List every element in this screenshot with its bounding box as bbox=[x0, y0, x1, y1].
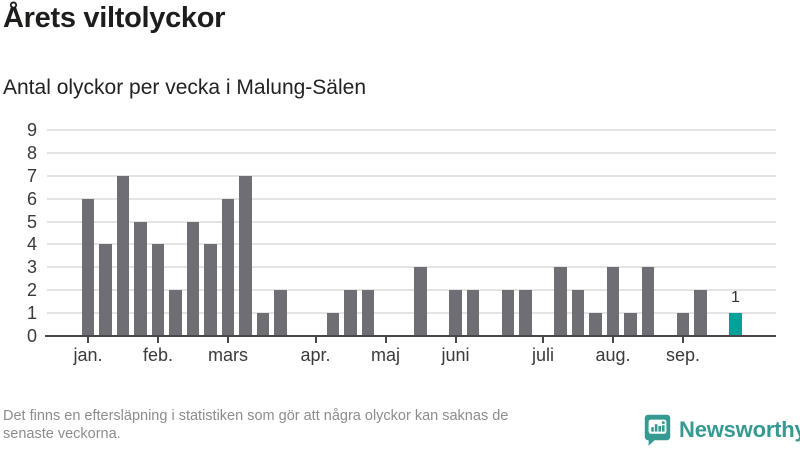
gridline bbox=[47, 243, 776, 246]
bar bbox=[414, 267, 427, 336]
bar bbox=[606, 267, 620, 336]
x-axis-label: maj bbox=[370, 345, 400, 365]
bar bbox=[361, 290, 375, 336]
bar bbox=[501, 290, 515, 336]
x-axis-label: mars bbox=[208, 345, 248, 365]
x-axis-label: aug. bbox=[595, 345, 631, 365]
x-axis-tick bbox=[612, 336, 614, 343]
bar bbox=[344, 290, 357, 336]
y-axis-label: 2 bbox=[26, 280, 37, 301]
bar bbox=[589, 313, 602, 336]
bar bbox=[694, 290, 707, 336]
gridline bbox=[47, 197, 776, 200]
bar bbox=[571, 290, 585, 336]
gridline bbox=[47, 129, 776, 131]
bar bbox=[256, 313, 270, 336]
y-axis-label: 3 bbox=[26, 257, 37, 278]
x-axis-label: juli bbox=[531, 345, 554, 365]
gridline bbox=[47, 174, 776, 177]
x-axis-tick bbox=[314, 336, 317, 343]
bar bbox=[221, 198, 235, 336]
bar bbox=[641, 267, 655, 336]
bar bbox=[326, 313, 340, 336]
bar bbox=[134, 221, 147, 336]
y-axis-label: 6 bbox=[26, 188, 37, 209]
gridline bbox=[47, 220, 776, 223]
x-axis-label: sep. bbox=[665, 345, 701, 365]
newsworthy-brand-name: Newsworthy bbox=[679, 417, 800, 442]
footnote-line: senaste veckorna. bbox=[3, 425, 121, 442]
x-axis-tick bbox=[227, 336, 229, 343]
bar bbox=[116, 175, 130, 336]
y-axis-label: 7 bbox=[26, 165, 37, 186]
x-axis-label: jan. bbox=[73, 345, 103, 365]
bar bbox=[274, 290, 287, 336]
y-axis-label: 8 bbox=[26, 142, 37, 163]
page-title: Årets viltolyckor bbox=[3, 2, 226, 34]
x-axis-label: feb. bbox=[142, 345, 174, 365]
bar bbox=[239, 175, 252, 336]
bar bbox=[624, 313, 637, 336]
bar bbox=[81, 198, 95, 336]
x-axis-tick bbox=[542, 336, 544, 343]
y-axis-label: 4 bbox=[26, 234, 37, 255]
footnote: Det finns en eftersläpning i statistiken… bbox=[3, 408, 508, 444]
bar bbox=[449, 290, 462, 336]
footnote-line: Det finns en eftersläpning i statistiken… bbox=[3, 408, 509, 424]
bar bbox=[186, 221, 200, 336]
bar bbox=[204, 244, 217, 336]
x-axis-tick bbox=[384, 336, 387, 343]
bar bbox=[554, 267, 567, 336]
x-axis-line bbox=[45, 334, 776, 337]
newsworthy-logo-icon bbox=[644, 414, 671, 446]
gridline bbox=[47, 289, 776, 292]
highlight-value-label: 1 bbox=[731, 289, 740, 307]
bar bbox=[99, 244, 112, 336]
y-axis-label: 5 bbox=[26, 211, 37, 232]
x-axis-label: juni bbox=[441, 345, 470, 365]
plot-area: 0 1 2 3 4 5 6 7 8 9 1 jan. feb. mars apr. maj juni juli au… bbox=[27, 120, 776, 365]
y-axis-label: 0 bbox=[26, 326, 37, 346]
gridline bbox=[47, 151, 776, 154]
x-axis-tick bbox=[87, 336, 89, 343]
y-axis-label: 9 bbox=[26, 120, 37, 140]
bar bbox=[151, 244, 165, 336]
bar-highlight bbox=[729, 313, 742, 336]
y-axis-label: 1 bbox=[26, 303, 37, 324]
gridline bbox=[47, 312, 776, 315]
x-axis-tick bbox=[454, 336, 457, 343]
gridline bbox=[47, 266, 776, 269]
bar bbox=[169, 290, 182, 336]
chart-subtitle: Antal olyckor per vecka i Malung-Sälen bbox=[3, 76, 367, 99]
x-axis-tick bbox=[682, 336, 684, 343]
bar bbox=[676, 313, 690, 336]
x-axis-label: apr. bbox=[300, 345, 331, 365]
bar bbox=[519, 290, 532, 336]
x-axis-tick bbox=[157, 336, 159, 343]
newsworthy-logo: Newsworthy bbox=[644, 413, 800, 447]
bar bbox=[466, 290, 480, 336]
